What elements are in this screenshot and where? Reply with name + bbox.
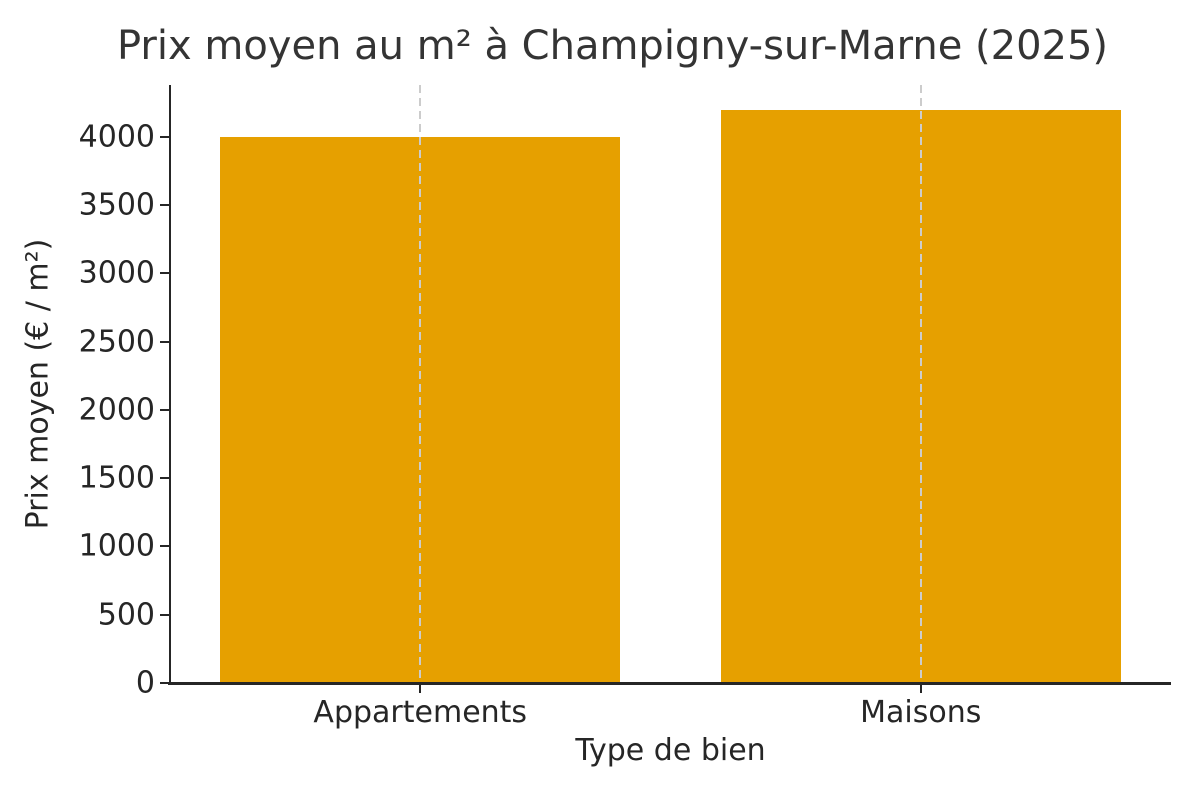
y-tick-label: 3500 [78, 187, 155, 223]
y-tick-label: 1000 [78, 528, 155, 564]
x-axis-label: Type de bien [575, 733, 766, 768]
y-tick-label: 4000 [78, 119, 155, 155]
y-tick-mark [160, 408, 169, 411]
y-tick-mark [160, 682, 169, 684]
x-tick-label: Appartements [313, 695, 528, 730]
chart-title: Prix moyen au m² à Champigny-sur-Marne (… [117, 23, 1109, 69]
y-tick-label: 3000 [78, 255, 155, 291]
y-tick-mark [160, 477, 169, 480]
y-tick-mark [160, 340, 169, 343]
gridline-vertical [919, 85, 922, 683]
y-tick-label: 2000 [78, 392, 155, 428]
x-tick-label: Maisons [860, 695, 982, 730]
y-axis-label: Prix moyen (€ / m²) [20, 238, 56, 530]
x-tick-mark [919, 684, 922, 693]
x-axis-spine [168, 682, 1171, 685]
plot-area: 0 500 1000 1500 2000 2500 3000 3500 4000 Apparte… [79, 85, 1171, 768]
y-tick-mark [160, 204, 169, 207]
y-tick-mark [160, 545, 169, 548]
y-tick-label: 0 [135, 665, 155, 701]
y-tick-label: 1500 [78, 460, 155, 496]
y-axis-spine [169, 85, 171, 683]
gridline-vertical [419, 85, 422, 683]
x-tick-mark [419, 684, 422, 693]
y-tick-label: 500 [97, 597, 155, 633]
y-tick-mark [160, 613, 169, 616]
y-tick-label: 2500 [78, 324, 155, 360]
y-tick-mark [160, 272, 169, 275]
y-tick-mark [160, 135, 169, 138]
